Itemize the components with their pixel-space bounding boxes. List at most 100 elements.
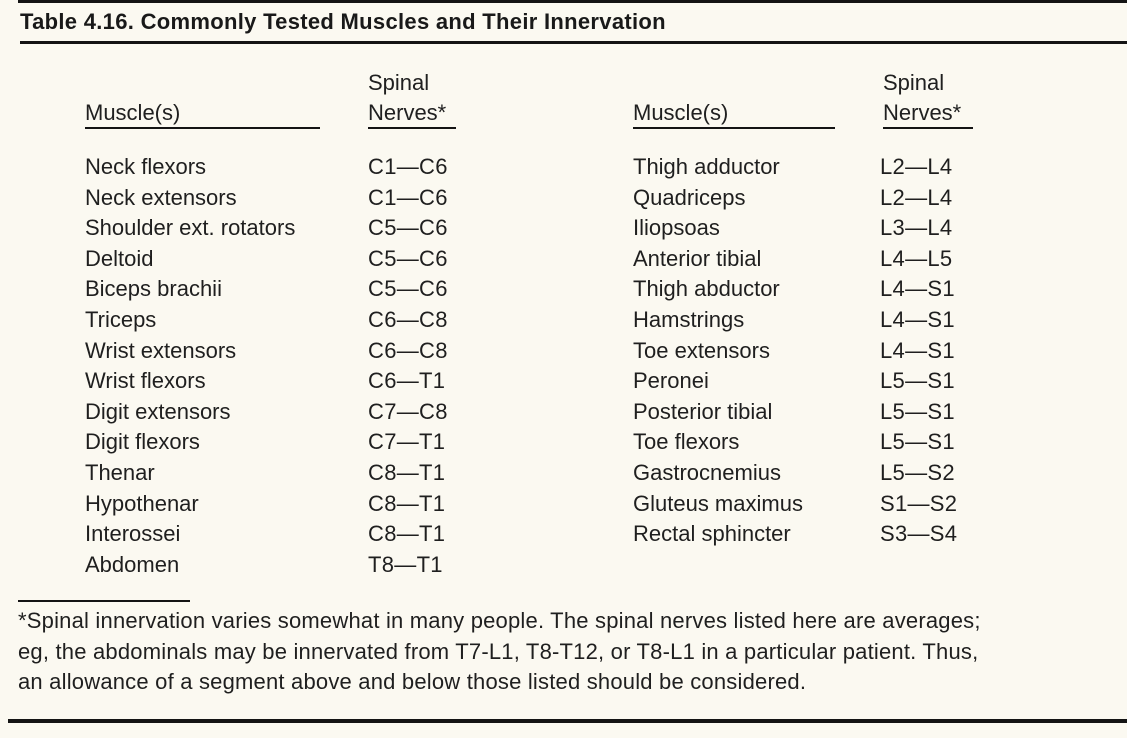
left-table: Neck flexors C1—C6 Neck extensors C1—C6 … — [85, 152, 447, 581]
table-row: Rectal sphincter S3—S4 — [633, 519, 957, 550]
muscle-cell: Wrist flexors — [85, 368, 206, 394]
nerves-cell: C5—C6 — [368, 245, 448, 271]
nerves-cell: C5—C6 — [368, 276, 448, 302]
muscle-cell: Gluteus maximus — [633, 490, 803, 516]
nerves-cell: C1—C6 — [368, 154, 448, 179]
nerves-cell: C8—T1 — [368, 459, 446, 485]
left-muscle-header-underline — [85, 127, 320, 129]
muscle-cell: Neck extensors — [85, 184, 237, 210]
muscle-cell: Hypothenar — [85, 490, 199, 516]
table-row: Interossei C8—T1 — [85, 519, 445, 550]
top-border-rule — [18, 0, 1127, 3]
nerves-cell: C1—C6 — [368, 184, 448, 210]
right-muscle-header-underline — [633, 127, 835, 129]
nerves-cell: L4—S1 — [880, 276, 955, 302]
table-row: Digit extensors C7—C8 — [85, 397, 447, 428]
nerves-cell: L4—S1 — [880, 306, 955, 332]
nerves-cell: S3—S4 — [880, 521, 958, 547]
nerves-cell: L2—L4 — [880, 154, 953, 179]
muscle-cell: Hamstrings — [633, 306, 745, 332]
nerves-cell: C6—C8 — [368, 337, 448, 363]
muscle-cell: Thigh adductor — [633, 154, 780, 179]
table-row: Abdomen T8—T1 — [85, 550, 443, 581]
muscle-cell: Shoulder ext. rotators — [85, 215, 296, 241]
muscle-cell: Toe extensors — [633, 337, 770, 363]
muscle-cell: Thigh abductor — [633, 276, 780, 302]
muscle-cell: Digit flexors — [85, 429, 200, 455]
table-row: Posterior tibial L5—S1 — [633, 397, 955, 428]
nerves-cell: C7—T1 — [368, 429, 446, 455]
table-row: Deltoid C5—C6 — [85, 244, 447, 275]
muscle-cell: Anterior tibial — [633, 245, 762, 271]
table-row: Thigh adductor L2—L4 — [633, 152, 952, 183]
muscle-cell: Rectal sphincter — [633, 521, 791, 547]
left-muscle-header: Muscle(s) — [85, 100, 181, 125]
nerves-cell: T8—T1 — [368, 551, 443, 577]
nerves-cell: L5—S1 — [880, 398, 955, 424]
table-row: Toe flexors L5—S1 — [633, 427, 955, 458]
muscle-cell: Posterior tibial — [633, 398, 773, 424]
table-row: Iliopsoas L3—L4 — [633, 213, 952, 244]
nerves-cell: L2—L4 — [880, 184, 953, 210]
table-row: Quadriceps L2—L4 — [633, 183, 952, 214]
table-row: Neck flexors C1—C6 — [85, 152, 447, 183]
muscle-cell: Gastrocnemius — [633, 459, 781, 485]
muscle-cell: Toe flexors — [633, 429, 740, 455]
footnote-separator-rule — [18, 600, 190, 602]
table-row: Digit flexors C7—T1 — [85, 427, 445, 458]
left-nerves-header-line1: Spinal — [368, 70, 430, 95]
right-muscle-header: Muscle(s) — [633, 100, 729, 125]
nerves-cell: C7—C8 — [368, 398, 448, 424]
nerves-cell: C8—T1 — [368, 521, 446, 547]
table-row: Wrist extensors C6—C8 — [85, 336, 447, 367]
muscle-cell: Interossei — [85, 521, 181, 547]
table-row: Anterior tibial L4—L5 — [633, 244, 952, 275]
table-title: Table 4.16. Commonly Tested Muscles and … — [20, 9, 666, 34]
right-nerves-header-line2: Nerves* — [883, 100, 962, 125]
muscle-cell: Deltoid — [85, 245, 154, 271]
muscle-cell: Biceps brachii — [85, 276, 222, 302]
table-row: Toe extensors L4—S1 — [633, 336, 955, 367]
table-row: Hypothenar C8—T1 — [85, 489, 445, 520]
muscle-cell: Triceps — [85, 306, 157, 332]
nerves-cell: L4—S1 — [880, 337, 955, 363]
muscle-cell: Iliopsoas — [633, 215, 720, 241]
nerves-cell: L3—L4 — [880, 215, 953, 241]
table-row: Wrist flexors C6—T1 — [85, 366, 445, 397]
nerves-cell: C5—C6 — [368, 215, 448, 241]
table-row: Peronei L5—S1 — [633, 366, 955, 397]
muscle-cell: Wrist extensors — [85, 337, 237, 363]
nerves-cell: C6—T1 — [368, 368, 446, 394]
muscle-cell: Peronei — [633, 368, 709, 394]
title-underline-rule — [20, 41, 1127, 44]
table-row: Hamstrings L4—S1 — [633, 305, 955, 336]
table-row: Shoulder ext. rotators C5—C6 — [85, 213, 447, 244]
muscle-cell: Quadriceps — [633, 184, 746, 210]
table-row: Thenar C8—T1 — [85, 458, 445, 489]
table-row: Thigh abductor L4—S1 — [633, 274, 955, 305]
muscle-cell: Abdomen — [85, 551, 180, 577]
left-nerves-header-line2: Nerves* — [368, 100, 447, 125]
table-row: Triceps C6—C8 — [85, 305, 447, 336]
nerves-cell: L5—S1 — [880, 368, 955, 394]
footnote: *Spinal innervation varies somewhat in m… — [18, 606, 981, 698]
muscle-cell: Neck flexors — [85, 154, 207, 179]
table-row: Neck extensors C1—C6 — [85, 183, 447, 214]
footnote-line: eg, the abdominals may be innervated fro… — [18, 638, 979, 664]
nerves-cell: C8—T1 — [368, 490, 446, 516]
nerves-cell: L4—L5 — [880, 245, 953, 271]
muscle-cell: Digit extensors — [85, 398, 231, 424]
nerves-cell: L5—S1 — [880, 429, 955, 455]
nerves-cell: C6—C8 — [368, 306, 448, 332]
table-row: Gluteus maximus S1—S2 — [633, 489, 957, 520]
left-nerves-header-underline — [368, 127, 456, 129]
footnote-line: an allowance of a segment above and belo… — [18, 669, 807, 694]
footnote-line: *Spinal innervation varies somewhat in m… — [18, 608, 981, 633]
nerves-cell: L5—S2 — [880, 459, 955, 485]
right-table: Thigh adductor L2—L4 Quadriceps L2—L4 Il… — [633, 152, 957, 550]
nerves-cell: S1—S2 — [880, 490, 958, 516]
bottom-border-rule — [8, 719, 1127, 723]
right-nerves-header-underline — [883, 127, 973, 129]
right-nerves-header-line1: Spinal — [883, 70, 945, 95]
table-row: Gastrocnemius L5—S2 — [633, 458, 955, 489]
